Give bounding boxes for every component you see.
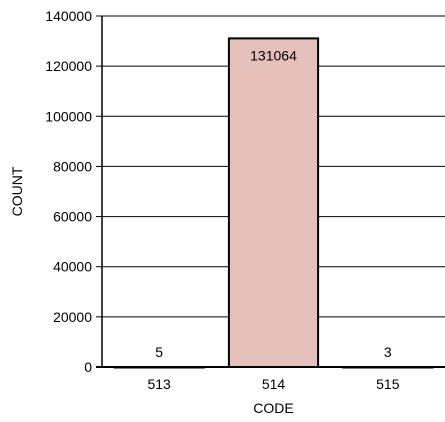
y-axis-title: COUNT bbox=[9, 166, 25, 216]
y-tick-label: 40000 bbox=[53, 259, 92, 275]
data-labels: 5 131064 3 bbox=[155, 47, 392, 360]
x-tick-label: 513 bbox=[147, 376, 171, 392]
y-tick-label: 100000 bbox=[45, 108, 92, 124]
y-tick-label: 120000 bbox=[45, 58, 92, 74]
y-tick-label: 0 bbox=[84, 359, 92, 375]
y-tick-label: 140000 bbox=[45, 8, 92, 24]
bars bbox=[113, 37, 434, 369]
x-axis-title: CODE bbox=[253, 400, 293, 416]
y-tick-label: 20000 bbox=[53, 309, 92, 325]
x-tick-label: 514 bbox=[262, 376, 286, 392]
y-tick-label: 60000 bbox=[53, 209, 92, 225]
data-label: 3 bbox=[384, 344, 392, 360]
x-tick-label: 515 bbox=[376, 376, 400, 392]
data-label: 5 bbox=[155, 344, 163, 360]
y-tick-label: 80000 bbox=[53, 158, 92, 174]
x-tick-labels: 513 514 515 bbox=[147, 376, 399, 392]
y-tick-labels: 0 20000 40000 60000 80000 100000 120000 140000 bbox=[45, 8, 102, 375]
data-label: 131064 bbox=[250, 47, 297, 63]
bar-514 bbox=[227, 37, 320, 368]
